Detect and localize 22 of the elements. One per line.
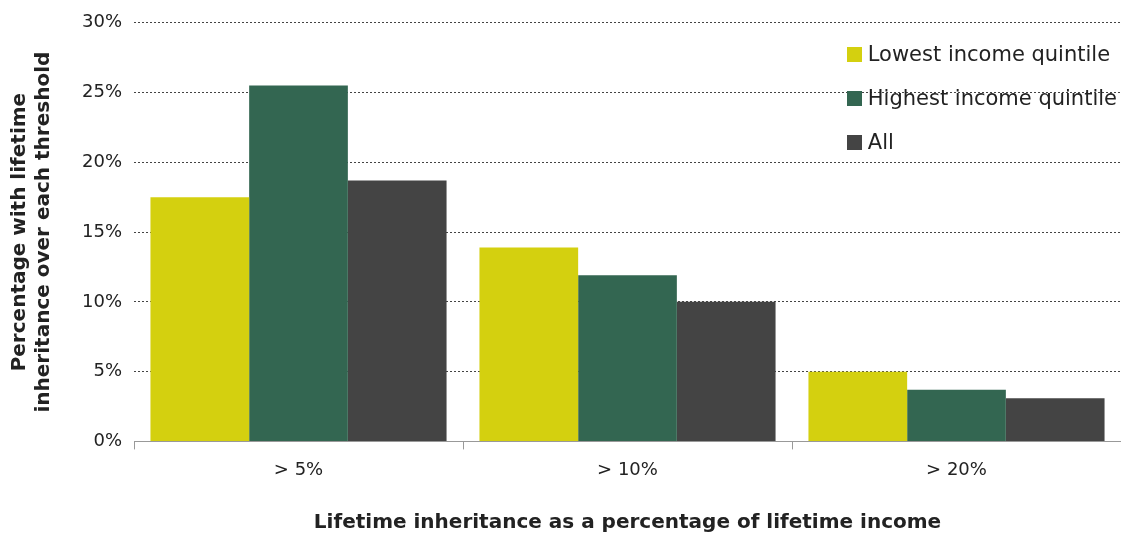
x-tick-label: > 5% [273,457,324,479]
bar [479,247,579,441]
bar [150,197,250,441]
y-tick-label: 20% [81,150,123,172]
legend-label: Highest income quintile [867,86,1117,110]
y-tick-label: 30% [81,10,123,32]
y-axis-title: Percentage with lifetime inheritance over each threshold [6,51,55,413]
x-tick-label: > 20% [926,457,987,479]
bar [907,389,1006,441]
legend-label: Lowest income quintile [867,42,1111,66]
x-tick-label: > 10% [597,457,658,479]
bar [249,85,348,441]
bar [808,371,908,441]
x-axis-title: Lifetime inheritance as a percentage of lifetime income [313,509,942,534]
y-tick-label: 15% [81,219,123,241]
y-tick-label: 10% [81,289,123,311]
y-tick-label: 25% [81,80,123,102]
y-tick-label: 5% [93,359,123,381]
legend-label: All [867,130,894,154]
y-tick-label: 0% [93,429,123,451]
bar [1005,398,1105,441]
bar [578,275,677,441]
